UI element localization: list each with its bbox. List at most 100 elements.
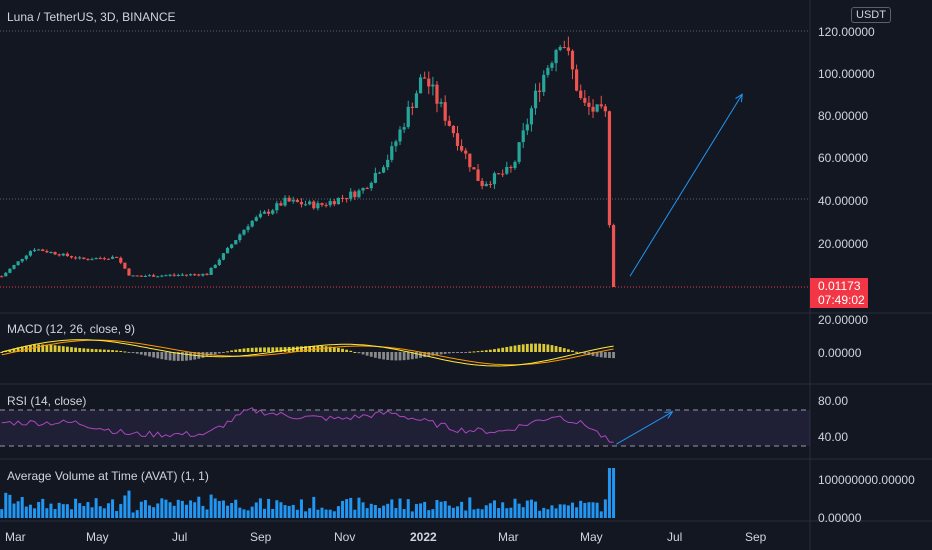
macd-histogram-bar: [45, 344, 49, 352]
volume-bar: [505, 508, 509, 518]
macd-histogram-bar: [53, 345, 57, 352]
macd-histogram-bar: [324, 346, 328, 352]
volume-bar: [308, 508, 312, 518]
macd-histogram-bar: [554, 346, 558, 352]
macd-histogram-bar: [295, 346, 299, 352]
candle-body: [579, 90, 583, 98]
volume-bar: [12, 503, 16, 518]
candle-body: [336, 197, 341, 205]
volume-bar: [554, 508, 558, 518]
price-axis-label: 100.00000: [818, 67, 875, 81]
candle-body: [152, 275, 156, 277]
macd-histogram-bar: [488, 349, 492, 352]
macd-histogram-bar: [435, 352, 439, 356]
volume-bar: [148, 505, 152, 518]
macd-histogram-bar: [341, 348, 344, 352]
candle-body: [78, 257, 82, 259]
macd-histogram-bar: [217, 352, 221, 354]
candle-body: [394, 141, 398, 147]
volume-bar: [275, 500, 279, 518]
candle-body: [476, 169, 480, 181]
macd-histogram-bar: [378, 352, 381, 359]
macd-histogram-bar: [0, 352, 4, 353]
volume-bar: [98, 506, 102, 518]
volume-bar: [115, 511, 119, 518]
candle-body: [242, 229, 246, 235]
candle-body: [365, 188, 369, 190]
currency-badge[interactable]: USDT: [851, 7, 891, 23]
candle-body: [225, 247, 230, 254]
candle-body: [320, 203, 324, 205]
candle-body: [73, 257, 78, 259]
macd-signal-line: [1, 339, 614, 366]
candle-body: [164, 275, 168, 277]
avat-axis-label: 100000000.00000: [818, 473, 915, 487]
volume-bar: [135, 510, 139, 518]
candle-body: [217, 259, 221, 266]
macd-histogram-bar: [135, 352, 139, 354]
candle-body: [509, 166, 513, 169]
candle-body: [119, 257, 123, 263]
candle-body: [299, 202, 304, 205]
macd-histogram-bar: [61, 346, 65, 352]
macd-histogram-bar: [546, 344, 550, 352]
trend-arrow-line: [629, 93, 743, 277]
candle-body: [538, 90, 542, 92]
candle-body: [451, 125, 456, 134]
candle-body: [24, 255, 28, 259]
volume-bar: [464, 510, 468, 518]
volume-bar: [447, 505, 451, 518]
volume-bar: [492, 500, 496, 518]
macd-histogram-bar: [201, 352, 205, 358]
candle-body: [472, 167, 476, 170]
macd-histogram-bar: [258, 347, 262, 352]
volume-bar: [488, 503, 492, 518]
macd-histogram-bar: [65, 346, 69, 352]
candle-body: [332, 201, 336, 205]
volume-bar: [193, 502, 197, 518]
volume-bar: [131, 512, 135, 518]
candle-body: [201, 273, 205, 276]
macd-histogram-bar: [460, 352, 464, 353]
volume-bar: [106, 503, 110, 518]
candle-body: [414, 93, 419, 109]
volume-bar: [304, 511, 308, 518]
candle-body: [250, 220, 254, 227]
macd-histogram-bar: [234, 349, 238, 352]
macd-histogram-bar: [254, 347, 258, 352]
volume-bar: [33, 508, 37, 518]
candle-body: [554, 50, 558, 64]
candle-body: [566, 47, 570, 51]
candle-body: [86, 258, 90, 260]
candle-body: [188, 274, 193, 276]
candle-body: [267, 211, 271, 214]
volume-bar: [209, 494, 213, 518]
candle-body: [246, 226, 250, 230]
volume-bar: [189, 500, 193, 518]
macd-histogram-bar: [353, 351, 357, 353]
time-axis-label: Mar: [5, 530, 26, 544]
candle-body: [291, 199, 295, 202]
volume-bar: [484, 505, 488, 518]
macd-legend[interactable]: MACD (12, 26, close, 9): [7, 322, 136, 336]
candle-body: [275, 203, 279, 211]
macd-histogram-bar: [587, 352, 591, 356]
candle-body: [234, 240, 238, 245]
rsi-legend[interactable]: RSI (14, close): [7, 394, 87, 408]
volume-bar: [267, 498, 271, 518]
macd-histogram-bar: [497, 348, 500, 352]
volume-bar: [172, 505, 176, 518]
macd-histogram-bar: [599, 352, 603, 358]
candle-body: [513, 161, 517, 169]
volume-bar: [291, 504, 295, 518]
macd-histogram-bar: [452, 352, 455, 353]
candle-body: [230, 244, 234, 248]
macd-histogram-bar: [591, 352, 595, 356]
candle-body: [562, 47, 566, 49]
symbol-title[interactable]: Luna / TetherUS, 3D, BINANCE: [7, 10, 176, 24]
volume-bar: [250, 506, 254, 518]
candle-body: [49, 251, 53, 253]
avat-legend[interactable]: Average Volume at Time (AVAT) (1, 1): [7, 469, 209, 483]
macd-histogram-bar: [304, 346, 307, 352]
